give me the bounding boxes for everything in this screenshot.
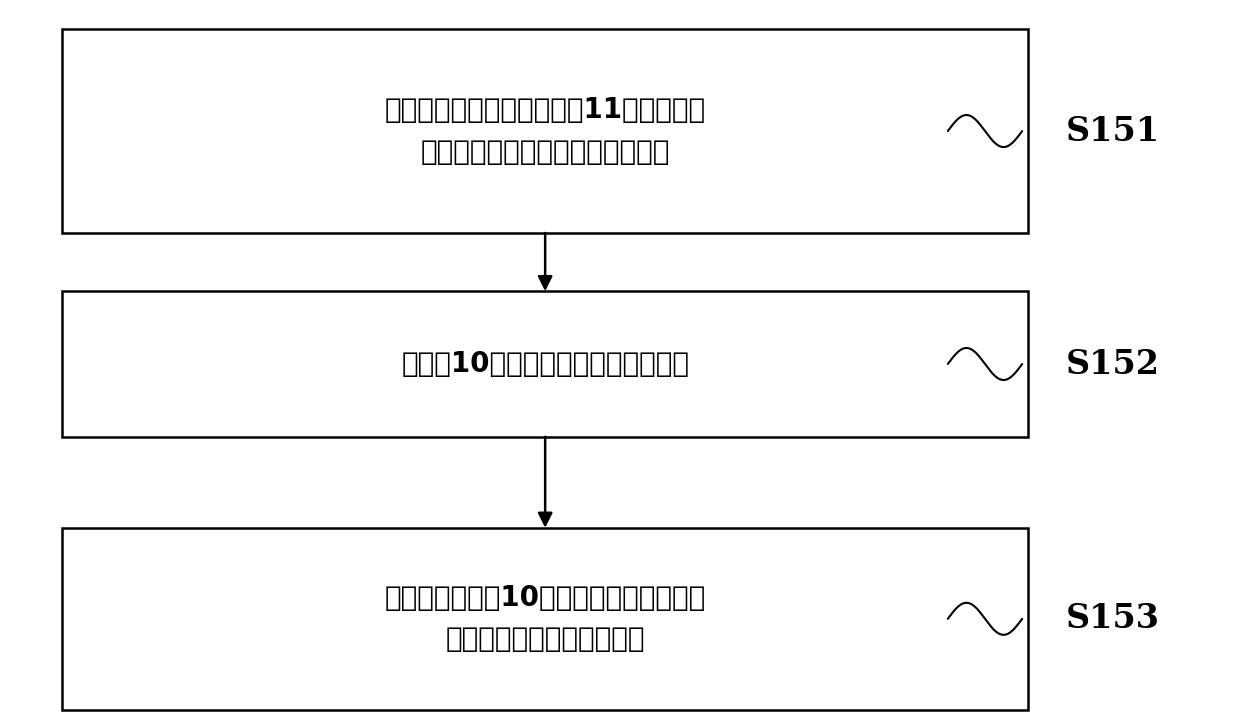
Text: 对多个解扰后的10位字中的首个字进行还
原，得到一个原始用户数据: 对多个解扰后的10位字中的首个字进行还 原，得到一个原始用户数据: [384, 584, 706, 654]
Text: S152: S152: [1066, 347, 1160, 381]
Text: 将报文头对齐的报文数据按11位字分组，
并对每组进行有效字检验和替换。: 将报文头对齐的报文数据按11位字分组， 并对每组进行有效字检验和替换。: [384, 96, 706, 166]
Text: S151: S151: [1066, 114, 1160, 148]
Text: S153: S153: [1066, 602, 1160, 636]
Bar: [62, 291, 1028, 437]
Bar: [62, 528, 1028, 710]
Text: 对多个10位字组成的数据流进行解扰: 对多个10位字组成的数据流进行解扰: [401, 350, 689, 378]
Bar: [62, 29, 1028, 233]
